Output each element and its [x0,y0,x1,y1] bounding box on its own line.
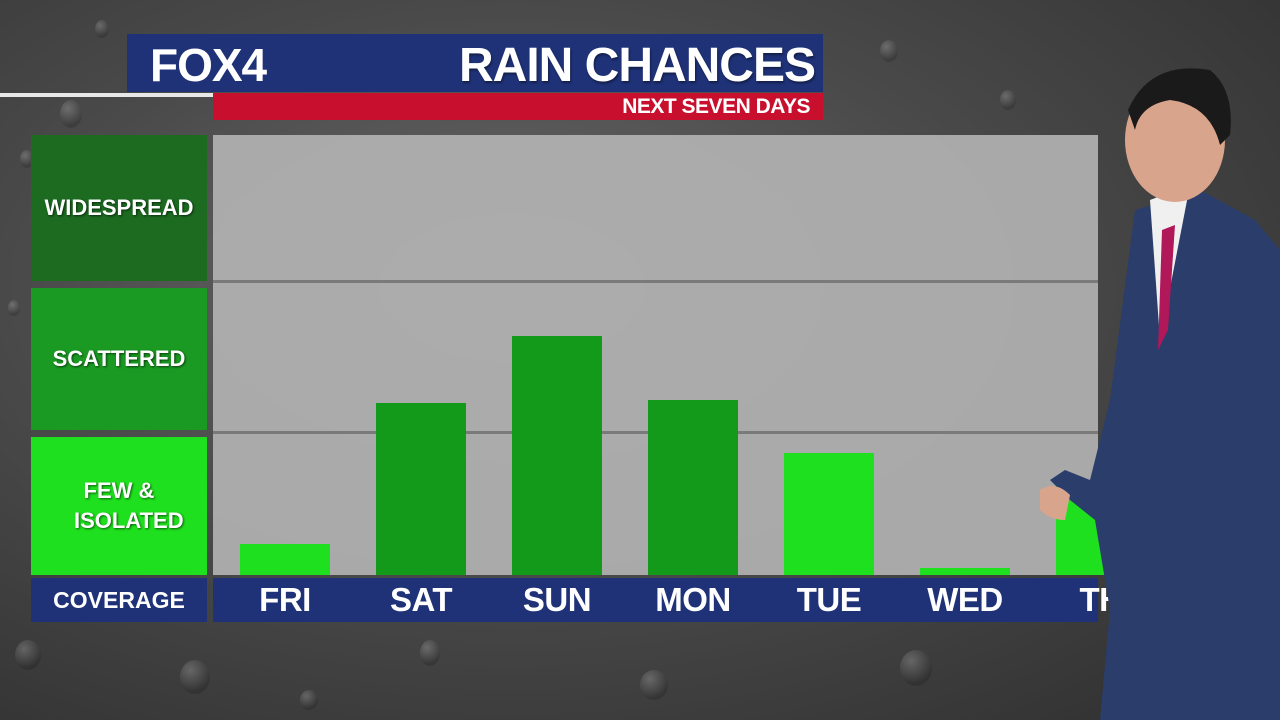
rain-drop [880,40,898,62]
day-label-wed: WED [927,581,1003,618]
subtitle-bar [213,93,823,120]
level-few-isolated-label: FEW & ISOLATED [74,478,184,533]
bar-wed [920,567,1010,575]
day-label-fri: FRI [259,581,311,618]
gridline-scattered [213,280,1098,283]
level-scattered: SCATTERED [31,288,207,430]
bar-fri [240,544,330,575]
day-label-sun: SUN [522,581,592,618]
rain-drop [8,300,20,316]
chart-title: RAIN CHANCES [458,39,816,92]
bar-sat [376,403,466,575]
bar-tue [784,453,874,575]
fox4-logo: FOX4 [150,39,267,91]
rain-drop [15,640,41,670]
title-bar [127,34,823,92]
coverage-bar [31,578,207,622]
header-accent-line [0,93,213,97]
level-few-isolated: FEW & ISOLATED [31,437,207,575]
level-widespread: WIDESPREAD [31,135,207,281]
rain-drop [420,640,440,666]
chart-subtitle: NEXT SEVEN DAYS [622,95,810,118]
day-label-tue: TUE [796,581,862,618]
rain-drop [300,690,318,710]
meteorologist-presenter [1040,68,1280,720]
rain-drop [180,660,210,694]
rain-drop [60,100,82,128]
bar-sun [512,335,602,575]
rain-drop [900,650,932,686]
day-label-mon: MON [655,581,731,618]
x-axis-label: COVERAGE [53,587,185,613]
rain-drop [640,670,668,700]
rain-drop [20,150,34,168]
days-axis-bar [213,578,1098,622]
rain-drop [95,20,109,38]
bar-mon [648,400,738,575]
day-label-sat: SAT [389,581,453,618]
rain-drop [1000,90,1016,110]
